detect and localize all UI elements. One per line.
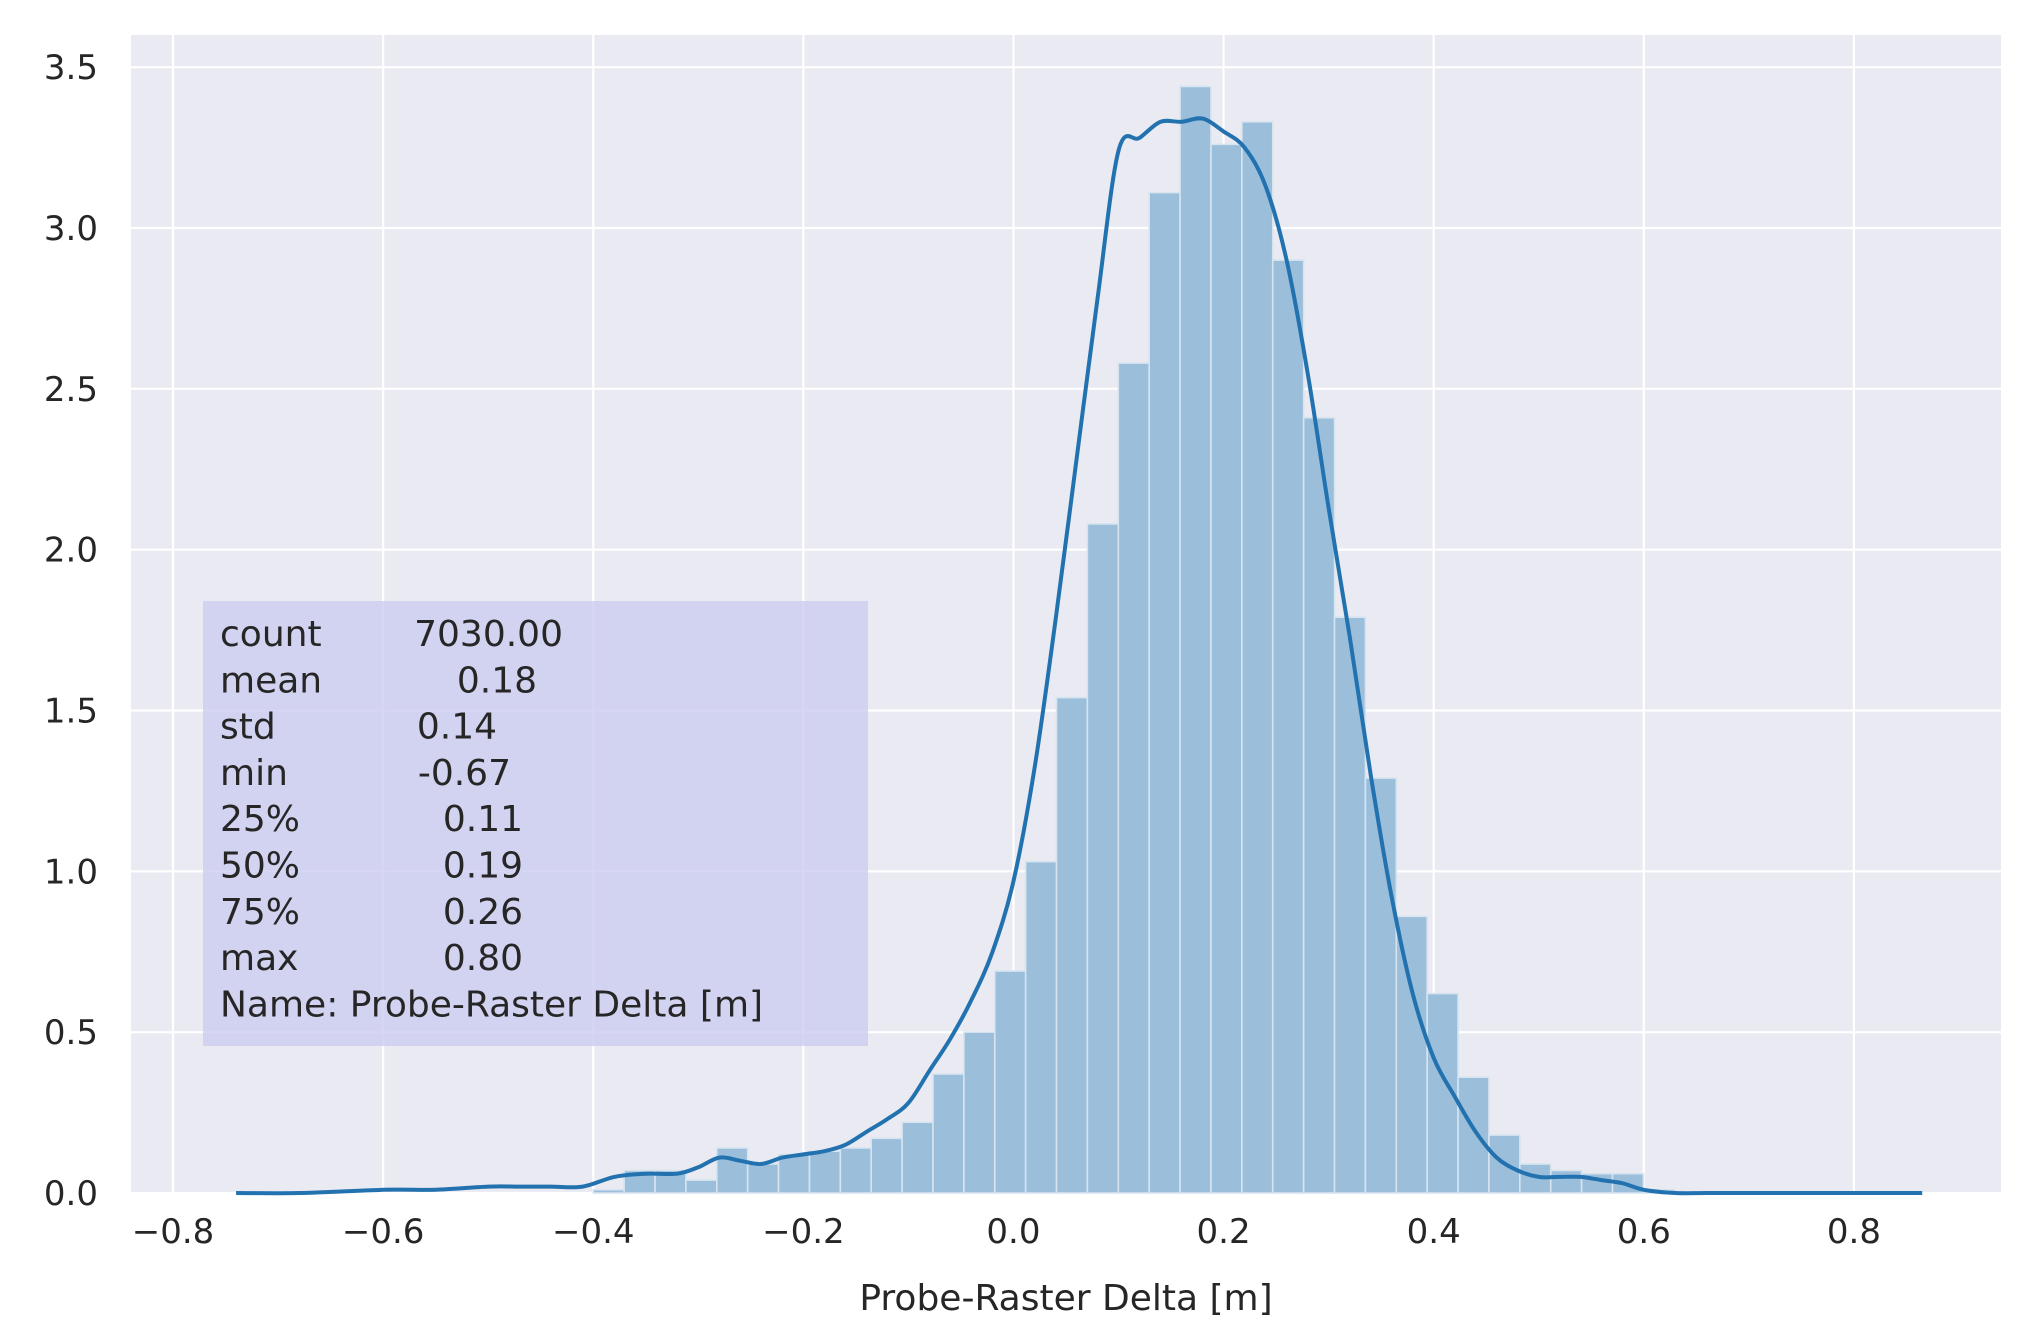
histogram-bar xyxy=(1457,1076,1490,1194)
histogram-bar xyxy=(1024,860,1058,1194)
x-tick-label: 0.4 xyxy=(1407,1212,1461,1252)
histogram-bar xyxy=(808,1150,842,1194)
kde-line xyxy=(236,116,1923,1196)
histogram-bar xyxy=(592,1188,625,1194)
x-tick-labels: −0.8 −0.6 −0.4 −0.2 0.0 0.2 0.4 0.6 0.8 xyxy=(132,1212,1881,1252)
histogram-bar xyxy=(1549,1169,1583,1194)
histogram-bar xyxy=(932,1073,965,1194)
y-tick-labels: 0.0 0.5 1.0 1.5 2.0 2.5 3.0 3.5 xyxy=(44,48,98,1214)
histogram-bar xyxy=(901,1121,934,1194)
stats-label: mean xyxy=(220,660,322,701)
histogram-bar xyxy=(715,1147,749,1194)
histogram-bar xyxy=(839,1147,873,1194)
histogram-bar xyxy=(1117,362,1151,1194)
histogram-bar xyxy=(1086,523,1120,1194)
histogram-bar xyxy=(1179,85,1212,1194)
histogram-bar xyxy=(1271,259,1305,1194)
histogram-bar xyxy=(746,1163,780,1194)
stats-value: -0.67 xyxy=(418,753,511,794)
stats-name-line: Name: Probe-Raster Delta [m] xyxy=(220,984,763,1025)
y-tick-label: 3.0 xyxy=(44,209,98,249)
histogram-bar xyxy=(685,1179,718,1194)
histogram-bar xyxy=(1241,121,1274,1194)
histogram-bar xyxy=(963,1031,996,1194)
stats-value: 0.80 xyxy=(443,938,523,979)
y-tick-label: 1.5 xyxy=(44,692,98,732)
stats-label: max xyxy=(220,938,298,979)
stats-value: 0.26 xyxy=(443,892,523,933)
stats-value: 7030.00 xyxy=(414,614,563,655)
x-tick-label: 0.8 xyxy=(1827,1212,1881,1252)
stats-label: 50% xyxy=(220,846,300,887)
stats-label: 75% xyxy=(220,892,300,933)
histogram-bar xyxy=(993,970,1027,1194)
x-axis-title: Probe-Raster Delta [m] xyxy=(859,1278,1272,1319)
stats-label: std xyxy=(220,707,276,748)
histogram-bar xyxy=(1210,143,1243,1194)
y-tick-label: 3.5 xyxy=(44,48,98,88)
y-tick-label: 2.0 xyxy=(44,531,98,571)
stats-value: 0.14 xyxy=(417,707,497,748)
histogram-bar xyxy=(1395,915,1428,1194)
stats-label: min xyxy=(220,753,288,794)
stats-value: 0.11 xyxy=(443,799,523,840)
stats-label: 25% xyxy=(220,799,300,840)
y-tick-label: 2.5 xyxy=(44,370,98,410)
x-tick-label: 0.0 xyxy=(986,1212,1040,1252)
stats-box: count 7030.00 mean 0.18 std 0.14 min -0.67 25% 0.… xyxy=(203,601,868,1046)
x-tick-label: 0.2 xyxy=(1197,1212,1251,1252)
y-tick-label: 0.5 xyxy=(44,1013,98,1053)
histogram-bar xyxy=(1055,696,1089,1194)
x-tick-label: −0.6 xyxy=(342,1212,425,1252)
stats-value: 0.18 xyxy=(457,660,537,701)
histogram-bar xyxy=(777,1153,811,1194)
x-tick-label: −0.8 xyxy=(132,1212,215,1252)
stats-value: 0.19 xyxy=(443,846,523,887)
x-tick-label: −0.2 xyxy=(762,1212,845,1252)
x-tick-label: 0.6 xyxy=(1617,1212,1671,1252)
stats-label: count xyxy=(220,614,322,655)
histogram-bar xyxy=(870,1137,903,1194)
stats-box-background xyxy=(203,601,868,1046)
x-tick-label: −0.4 xyxy=(552,1212,635,1252)
histogram-bar xyxy=(1302,416,1336,1194)
y-tick-label: 0.0 xyxy=(44,1174,98,1214)
y-tick-label: 1.0 xyxy=(44,852,98,892)
histogram-bar xyxy=(1148,191,1181,1194)
